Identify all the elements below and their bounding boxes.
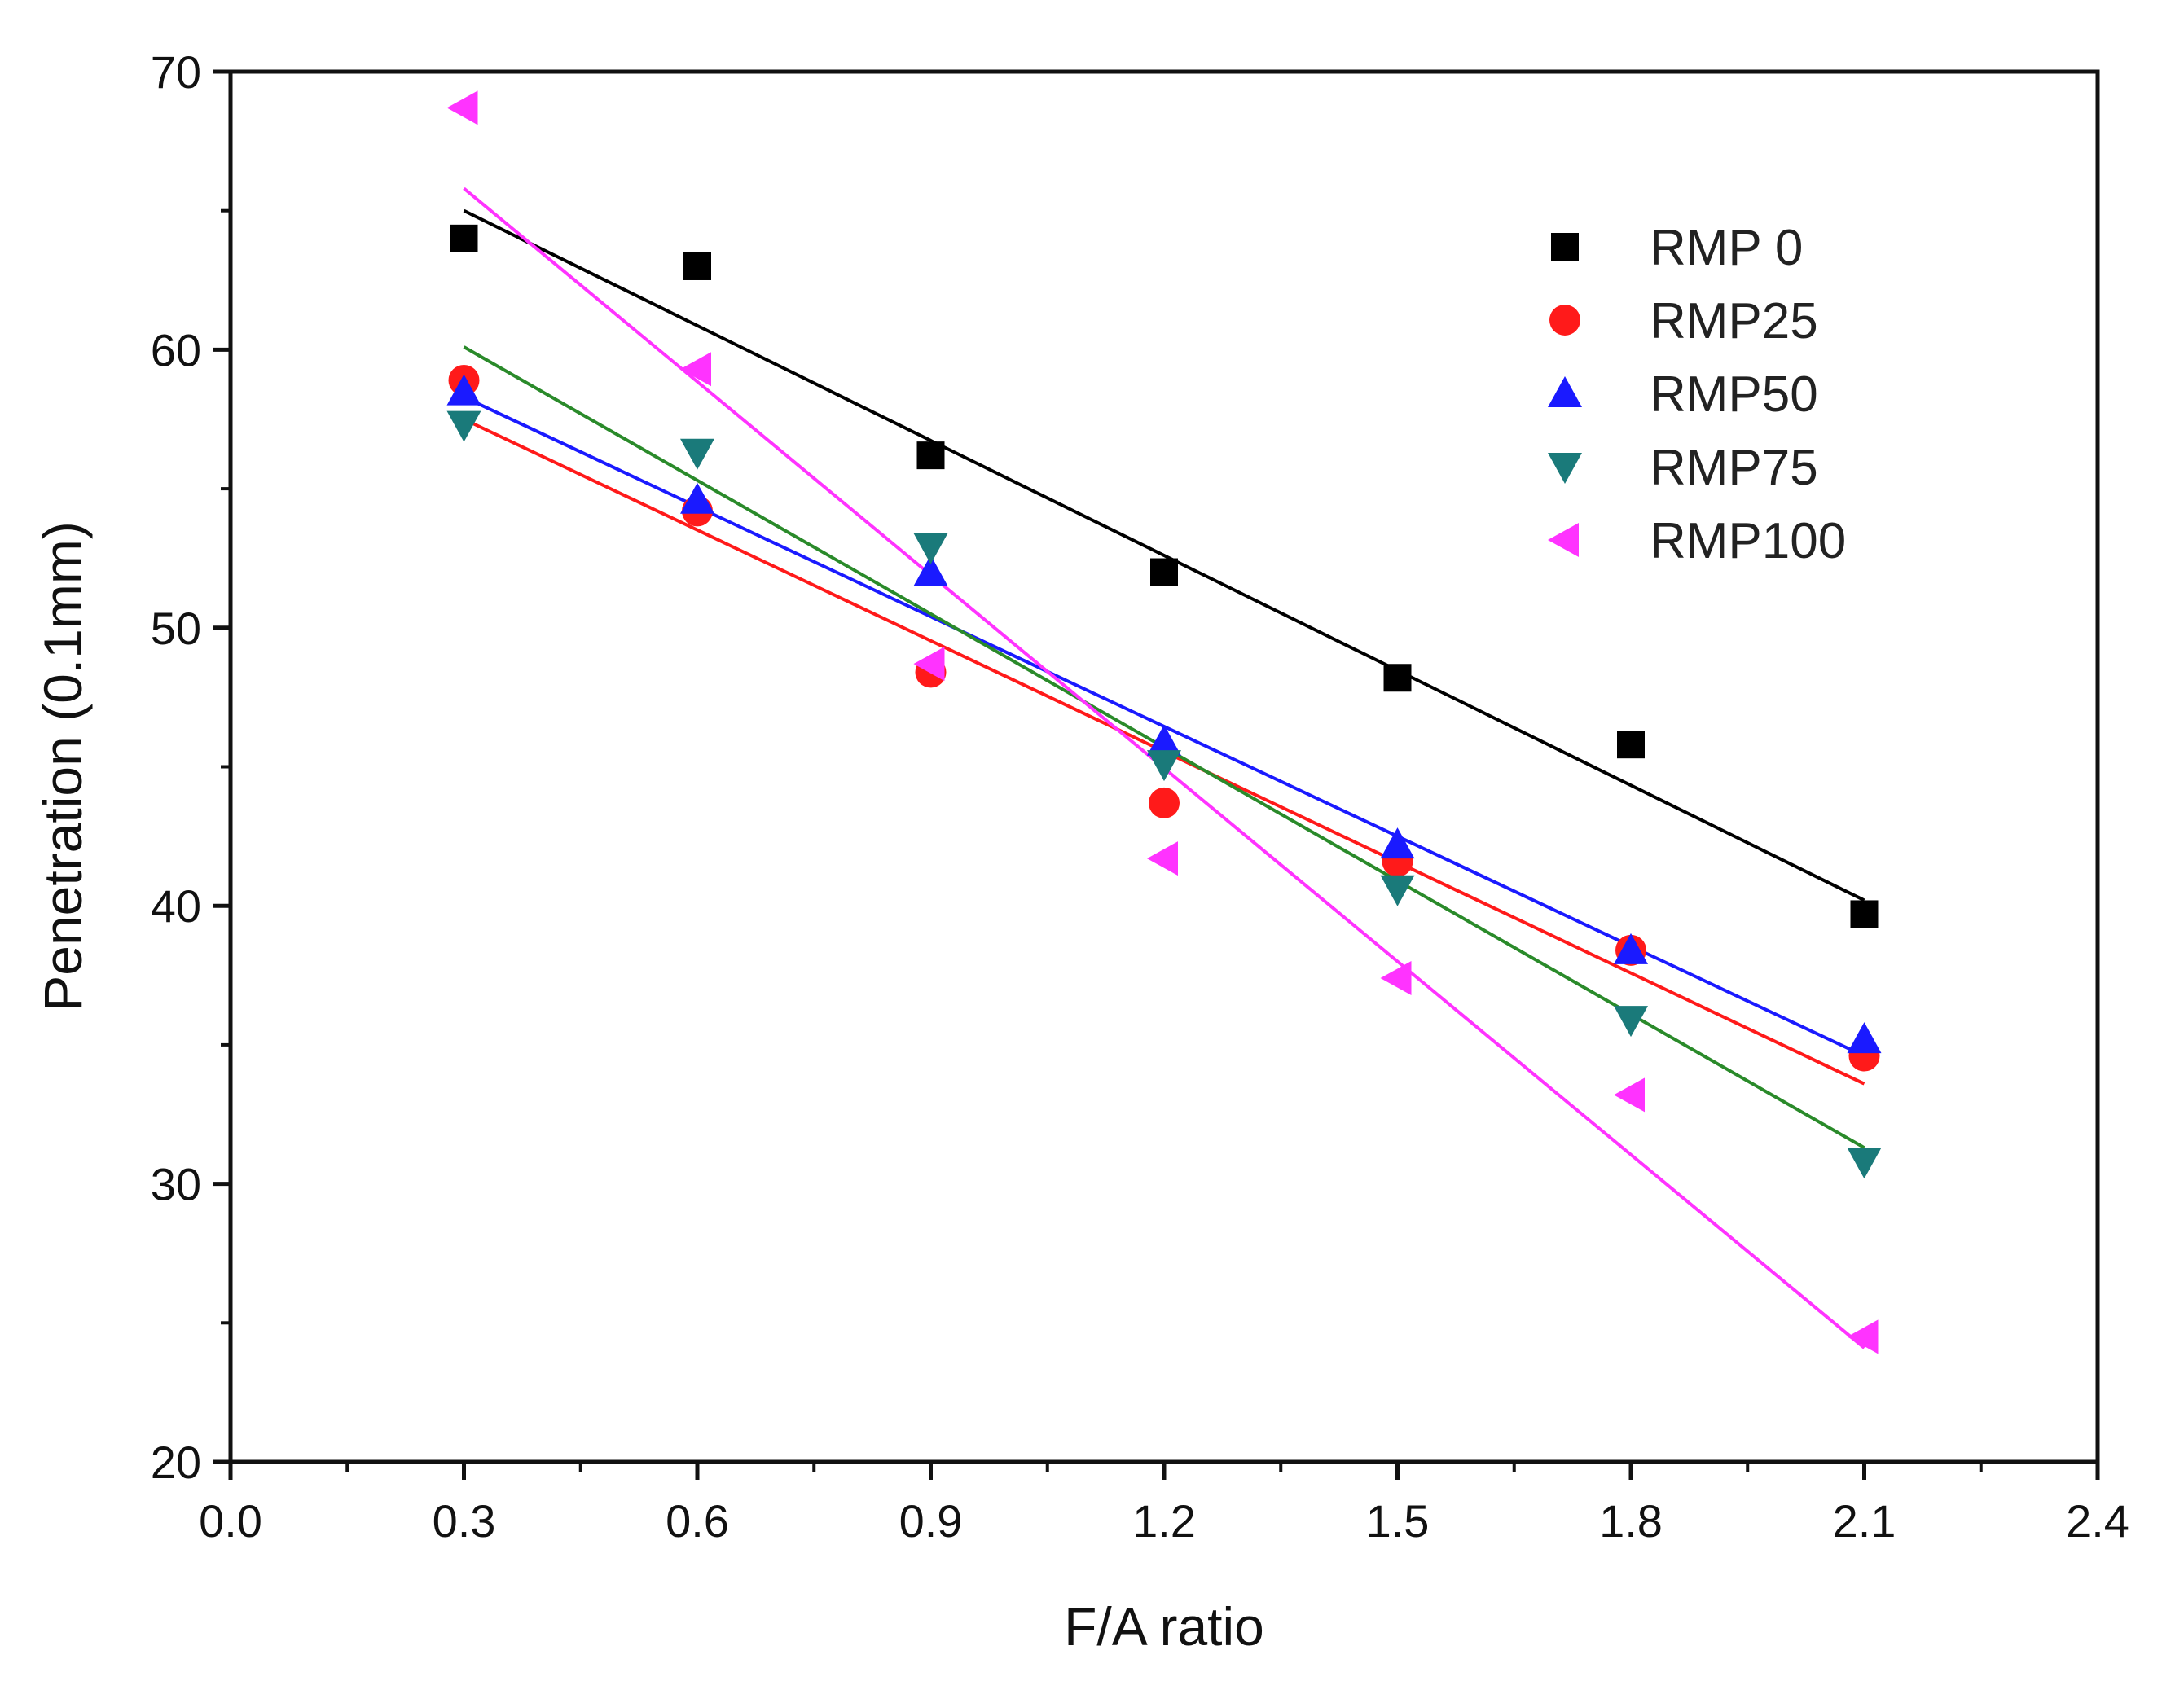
rmp0-point <box>1383 664 1412 692</box>
x-tick-label: 0.3 <box>433 1495 496 1547</box>
x-tick-label: 0.9 <box>899 1495 963 1547</box>
legend-label-rmp25: RMP25 <box>1650 293 1818 349</box>
legend-marker-rmp100 <box>1548 523 1579 557</box>
rmp75-point <box>446 410 481 442</box>
legend-marker-rmp25 <box>1549 305 1580 336</box>
x-tick-label: 2.4 <box>2066 1495 2129 1547</box>
rmp100-point <box>1614 1077 1645 1113</box>
y-tick-label: 40 <box>151 880 201 932</box>
rmp75-point <box>1380 875 1415 906</box>
rmp75-point <box>1614 1006 1648 1038</box>
rmp100-point <box>913 647 945 682</box>
plot-area <box>446 90 1882 1354</box>
rmp0-point <box>450 224 478 252</box>
rmp75-point <box>1847 1148 1882 1179</box>
rmp0-point <box>1150 558 1178 586</box>
rmp75-point <box>680 438 714 470</box>
y-tick-label: 70 <box>151 46 201 98</box>
x-tick-label: 0.6 <box>666 1495 729 1547</box>
x-tick-label: 1.5 <box>1366 1495 1430 1547</box>
rmp0-point <box>1850 900 1879 928</box>
rmp100-point <box>1147 841 1178 876</box>
x-axis: 0.0 0.3 0.6 0.9 1.2 1.5 1.8 2.1 2.4 <box>199 1462 2129 1547</box>
legend-label-rmp0: RMP 0 <box>1650 220 1803 276</box>
legend-marker-rmp50 <box>1548 376 1582 407</box>
rmp50-point <box>446 374 481 406</box>
x-axis-title: F/A ratio <box>1064 1596 1264 1657</box>
rmp50-point <box>1614 933 1648 964</box>
rmp50-point <box>913 555 948 586</box>
rmp100-point <box>446 90 478 125</box>
legend-label-rmp50: RMP50 <box>1650 366 1818 423</box>
x-tick-label: 1.2 <box>1132 1495 1196 1547</box>
y-tick-label: 30 <box>151 1159 201 1210</box>
x-tick-label: 2.1 <box>1833 1495 1896 1547</box>
rmp100-point <box>680 352 711 387</box>
rmp0-fit-line <box>463 208 1865 902</box>
y-tick-label: 50 <box>151 603 201 654</box>
legend-label-rmp75: RMP75 <box>1650 440 1818 496</box>
rmp75-point <box>1147 750 1181 782</box>
rmp50-point <box>1147 724 1181 756</box>
rmp100-point <box>1847 1319 1879 1354</box>
y-tick-label: 60 <box>151 324 201 375</box>
rmp25-point <box>1149 787 1180 818</box>
x-tick-label: 0.0 <box>199 1495 262 1547</box>
x-tick-label: 1.8 <box>1599 1495 1663 1547</box>
legend: RMP 0 RMP25 RMP50 RMP75 RMP100 <box>1548 220 1846 569</box>
y-axis: 20 30 40 50 60 70 <box>151 46 231 1488</box>
rmp0-point <box>683 252 711 280</box>
legend-label-rmp100: RMP100 <box>1650 513 1846 569</box>
legend-marker-rmp0 <box>1551 233 1579 261</box>
y-axis-title: Penetration (0.1mm) <box>33 521 93 1012</box>
rmp75-point <box>913 533 948 564</box>
rmp0-point <box>916 441 945 470</box>
rmp50-point <box>1847 1022 1882 1054</box>
rmp50-point <box>680 482 714 514</box>
rmp50-point <box>1380 827 1415 859</box>
y-tick-label: 20 <box>151 1437 201 1488</box>
legend-marker-rmp75 <box>1548 453 1582 484</box>
rmp100-point <box>1380 960 1412 995</box>
rmp0-point <box>1617 731 1645 759</box>
